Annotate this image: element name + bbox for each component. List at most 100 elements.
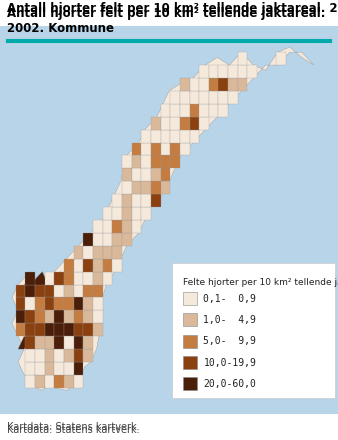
Bar — [183, 356, 197, 369]
Bar — [209, 91, 218, 104]
Bar — [64, 349, 74, 362]
Bar — [218, 65, 228, 78]
Bar — [170, 117, 180, 130]
Bar — [131, 194, 141, 207]
Bar — [170, 104, 180, 117]
Bar — [151, 181, 161, 194]
Bar — [45, 336, 54, 349]
Bar — [161, 181, 170, 194]
Polygon shape — [48, 271, 66, 297]
Bar — [228, 78, 238, 91]
Bar — [131, 155, 141, 169]
Bar — [180, 104, 190, 117]
Bar — [131, 143, 141, 155]
Bar — [103, 233, 112, 246]
Bar — [122, 220, 131, 233]
Bar — [25, 362, 35, 375]
Bar — [64, 375, 74, 388]
Bar — [151, 130, 161, 143]
Bar — [45, 285, 54, 297]
Bar — [112, 246, 122, 259]
Bar — [64, 297, 74, 310]
Bar — [25, 297, 35, 310]
Bar — [112, 220, 122, 233]
Bar — [122, 194, 131, 207]
Bar — [93, 220, 103, 233]
Bar — [45, 271, 54, 285]
Bar — [183, 313, 197, 326]
Bar — [93, 233, 103, 246]
Bar — [74, 310, 83, 323]
Bar — [54, 349, 64, 362]
Bar — [209, 65, 218, 78]
Bar — [45, 375, 54, 388]
Bar — [161, 130, 170, 143]
Text: Kartdata: Statens kartverk.: Kartdata: Statens kartverk. — [7, 425, 139, 435]
Bar — [199, 78, 209, 91]
Bar — [238, 65, 247, 78]
Polygon shape — [36, 285, 48, 310]
Bar — [54, 285, 64, 297]
Bar — [141, 155, 151, 169]
Bar — [183, 335, 197, 348]
Bar — [141, 169, 151, 181]
Bar — [83, 323, 93, 336]
Bar — [209, 78, 218, 91]
Bar — [16, 285, 25, 297]
Bar — [112, 233, 122, 246]
Bar — [83, 259, 93, 271]
Bar — [183, 292, 197, 305]
Bar — [64, 271, 74, 285]
Bar — [93, 259, 103, 271]
Bar — [180, 143, 190, 155]
Bar — [83, 285, 93, 297]
Bar — [45, 349, 54, 362]
Text: 0,1-  0,9: 0,1- 0,9 — [203, 293, 256, 304]
Bar — [45, 362, 54, 375]
Polygon shape — [42, 310, 54, 328]
Bar — [16, 310, 25, 323]
Bar — [25, 271, 35, 285]
Bar — [238, 78, 247, 91]
Polygon shape — [30, 271, 48, 290]
Bar — [122, 233, 131, 246]
Bar — [74, 362, 83, 375]
Bar — [35, 375, 45, 388]
Bar — [93, 246, 103, 259]
Polygon shape — [12, 47, 314, 390]
Bar — [25, 310, 35, 323]
Text: 5,0-  9,9: 5,0- 9,9 — [203, 336, 256, 346]
Bar — [122, 155, 131, 169]
Bar — [122, 207, 131, 220]
Bar — [112, 259, 122, 271]
Bar — [151, 194, 161, 207]
Bar — [74, 297, 83, 310]
Bar — [122, 181, 131, 194]
Bar — [54, 297, 64, 310]
Polygon shape — [18, 336, 30, 349]
Bar — [74, 285, 83, 297]
Bar — [170, 130, 180, 143]
Bar — [218, 91, 228, 104]
Bar — [151, 117, 161, 130]
Bar — [228, 91, 238, 104]
Bar — [35, 349, 45, 362]
Bar — [74, 246, 83, 259]
Bar — [161, 169, 170, 181]
Bar — [54, 362, 64, 375]
Bar — [199, 91, 209, 104]
Bar — [54, 375, 64, 388]
Bar — [64, 285, 74, 297]
Bar — [209, 104, 218, 117]
Bar — [218, 78, 228, 91]
Bar — [25, 375, 35, 388]
Bar — [35, 310, 45, 323]
Bar — [74, 349, 83, 362]
Bar — [64, 259, 74, 271]
Text: Antall hjorter felt per 10 km² tellende jaktareal. 2002. Kommune: Antall hjorter felt per 10 km² tellende … — [7, 2, 338, 15]
Bar — [103, 207, 112, 220]
Bar — [170, 155, 180, 169]
Bar — [83, 310, 93, 323]
Bar — [161, 143, 170, 155]
Bar — [190, 78, 199, 91]
